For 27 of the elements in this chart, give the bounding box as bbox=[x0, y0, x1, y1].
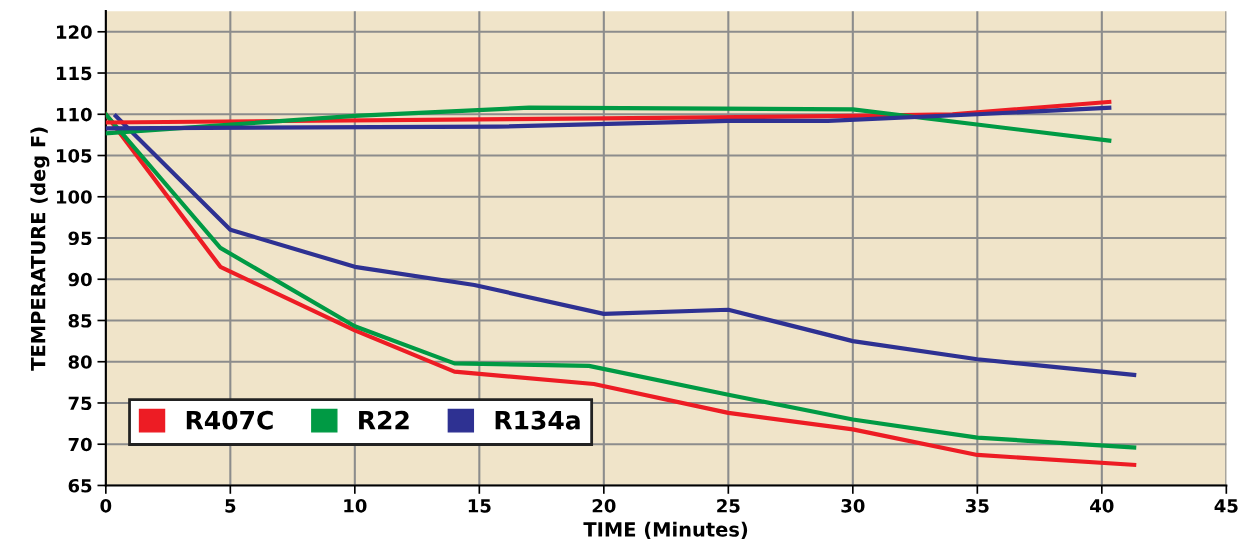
x-tick-label: 0 bbox=[100, 498, 112, 513]
y-tick-label: 95 bbox=[68, 231, 92, 246]
y-axis-title: TEMPERATURE (deg F) bbox=[30, 127, 50, 371]
legend-label: R407C bbox=[186, 410, 273, 430]
x-tick-label: 25 bbox=[717, 498, 740, 513]
x-tick-label: 10 bbox=[344, 498, 367, 513]
y-tick-label: 70 bbox=[68, 437, 92, 452]
x-axis-title: TIME (Minutes) bbox=[583, 521, 748, 540]
y-tick-label: 65 bbox=[68, 478, 92, 493]
y-tick-label: 115 bbox=[56, 66, 92, 81]
legend-label: R22 bbox=[359, 410, 409, 430]
y-tick-label: 105 bbox=[56, 148, 92, 163]
y-tick-label: 90 bbox=[68, 272, 92, 287]
x-tick-label: 35 bbox=[965, 498, 989, 513]
y-tick-label: 100 bbox=[56, 190, 92, 204]
x-tick-label: 40 bbox=[1090, 498, 1114, 513]
y-tick-label: 75 bbox=[68, 396, 92, 411]
x-tick-label: 30 bbox=[841, 498, 865, 513]
y-tick-label: 80 bbox=[68, 355, 92, 369]
x-tick-label: 45 bbox=[1214, 499, 1238, 513]
y-tick-label: 120 bbox=[56, 25, 92, 39]
y-tick-label: 85 bbox=[68, 313, 92, 328]
y-tick-label: 110 bbox=[56, 107, 92, 122]
legend-label: R134a bbox=[495, 410, 580, 430]
x-tick-label: 5 bbox=[225, 499, 236, 513]
x-tick-label: 20 bbox=[592, 498, 616, 513]
x-tick-label: 15 bbox=[468, 499, 491, 513]
